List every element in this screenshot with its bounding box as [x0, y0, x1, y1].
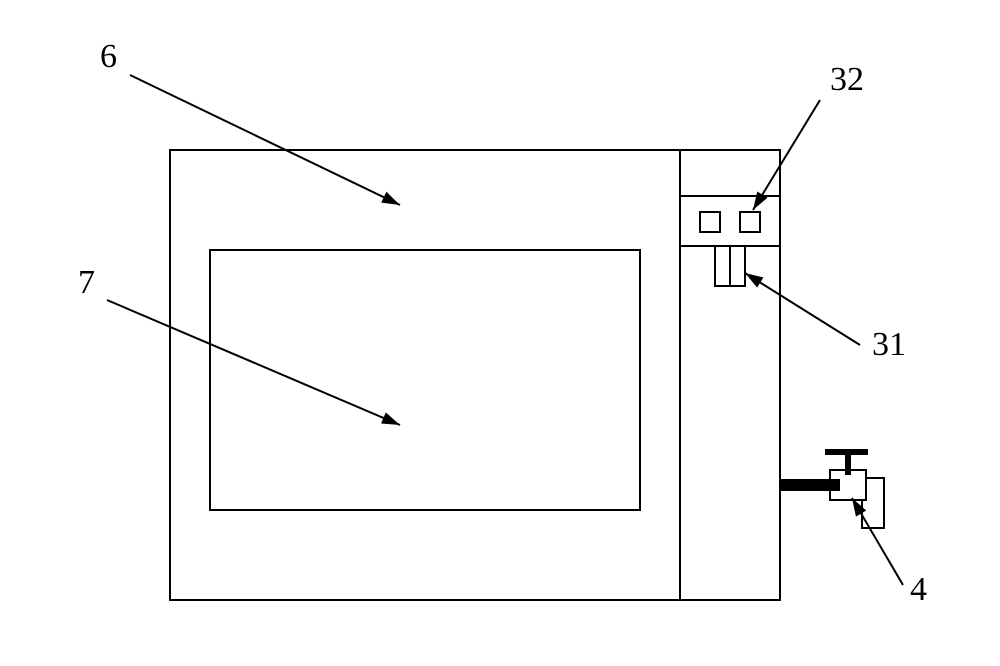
leader-l7: [107, 300, 400, 425]
leader-l32-arrow: [753, 192, 767, 210]
button-2: [740, 212, 760, 232]
leader-l32: [753, 100, 820, 210]
device-outer: [170, 150, 780, 600]
label-l7: 7: [78, 264, 95, 301]
control-box: [680, 196, 780, 246]
label-l31: 31: [872, 326, 906, 363]
button-1: [700, 212, 720, 232]
leader-l31-arrow: [745, 273, 763, 288]
label-l6: 6: [100, 38, 117, 75]
leader-l7-arrow: [381, 412, 400, 425]
leader-l6-arrow: [381, 192, 400, 205]
label-l4: 4: [910, 571, 927, 608]
leader-l31: [745, 273, 860, 345]
label-l32: 32: [830, 61, 864, 98]
door-window: [210, 250, 640, 510]
